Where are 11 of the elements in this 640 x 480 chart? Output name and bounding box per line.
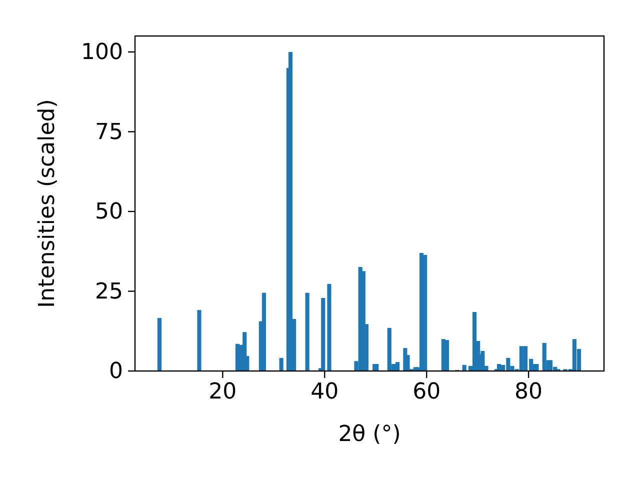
y-tick-label: 0 [109, 359, 123, 384]
y-tick-label: 100 [81, 40, 123, 65]
x-tick-label: 80 [514, 380, 543, 405]
x-tick-label: 20 [208, 380, 237, 405]
x-axis-title: 2θ (°) [338, 422, 401, 447]
y-tick-label: 25 [95, 279, 123, 304]
y-tick-label: 75 [95, 120, 123, 145]
x-tick-label: 60 [412, 380, 441, 405]
x-tick-label: 40 [310, 380, 339, 405]
y-tick-label: 50 [95, 200, 123, 225]
y-axis-title: Intensities (scaled) [35, 99, 60, 308]
